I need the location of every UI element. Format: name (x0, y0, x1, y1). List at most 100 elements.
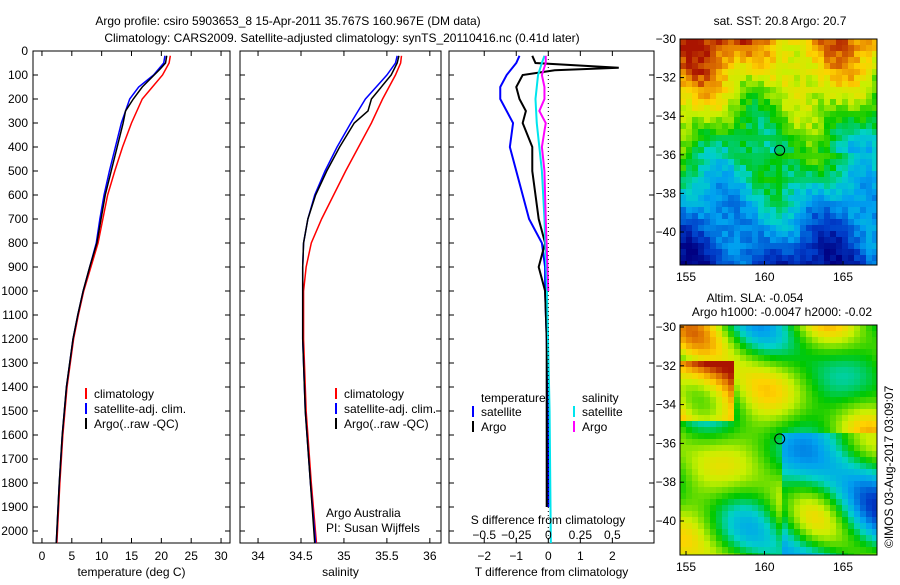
map-cell (854, 553, 860, 555)
map-cell (680, 529, 686, 535)
map-cell (770, 415, 776, 421)
map-cell (866, 75, 872, 81)
map-cell (794, 397, 800, 403)
map-cell (680, 93, 686, 99)
map-cell (872, 541, 877, 547)
map-cell (728, 541, 734, 547)
map-cell (830, 505, 836, 511)
map-cell (806, 331, 812, 337)
map-cell (830, 237, 836, 243)
map-cell (722, 409, 728, 415)
map-cell (848, 39, 854, 45)
map-cell (734, 105, 740, 111)
map-cell (698, 243, 704, 249)
map-cell (854, 135, 860, 141)
map-cell (764, 87, 770, 93)
map-cell (698, 117, 704, 123)
map-cell (758, 207, 764, 213)
map-cell (752, 183, 758, 189)
map-cell (770, 343, 776, 349)
map-cell (836, 147, 842, 153)
map-cell (764, 553, 770, 555)
map-cell (770, 535, 776, 541)
map-cell (836, 45, 842, 51)
map-cell (806, 409, 812, 415)
map-cell (758, 111, 764, 117)
map-cell (740, 439, 746, 445)
map-cell (692, 159, 698, 165)
map-cell (860, 535, 866, 541)
map-cell (716, 147, 722, 153)
map-cell (806, 475, 812, 481)
map-cell (782, 517, 788, 523)
map-cell (698, 391, 704, 397)
map-cell (848, 57, 854, 63)
map-cell (758, 201, 764, 207)
map-cell (746, 469, 752, 475)
map-cell (836, 153, 842, 159)
map-cell (788, 445, 794, 451)
map-cell (776, 51, 782, 57)
map-cell (758, 475, 764, 481)
map-cell (824, 439, 830, 445)
map-x-tick-label: 160 (754, 560, 774, 574)
map-cell (752, 367, 758, 373)
map-cell (746, 397, 752, 403)
map-cell (704, 493, 710, 499)
map-cell (770, 105, 776, 111)
map-cell (758, 337, 764, 343)
map-cell (806, 87, 812, 93)
map-cell (836, 69, 842, 75)
map-cell (770, 261, 776, 265)
map-cell (770, 93, 776, 99)
map-cell (794, 403, 800, 409)
map-cell (788, 249, 794, 255)
map-cell (758, 367, 764, 373)
map-cell (764, 231, 770, 237)
map-cell (758, 219, 764, 225)
map-cell (872, 123, 877, 129)
map-cell (854, 439, 860, 445)
map-cell (740, 385, 746, 391)
map-cell (680, 499, 686, 505)
map-cell (740, 367, 746, 373)
map-cell (704, 201, 710, 207)
map-cell (758, 57, 764, 63)
map-cell (830, 105, 836, 111)
map-cell (692, 207, 698, 213)
map-cell (740, 99, 746, 105)
map-cell (836, 243, 842, 249)
map-cell (836, 397, 842, 403)
map-cell (812, 475, 818, 481)
map-cell (770, 249, 776, 255)
map-cell (794, 153, 800, 159)
map-cell (842, 385, 848, 391)
map-cell (872, 409, 877, 415)
map-cell (764, 75, 770, 81)
map-cell (776, 343, 782, 349)
map-cell (770, 237, 776, 243)
map-cell (722, 505, 728, 511)
map-cell (854, 403, 860, 409)
map-cell (854, 427, 860, 433)
map-cell (752, 445, 758, 451)
map-cell (698, 361, 704, 367)
map-cell (680, 439, 686, 445)
map-cell (836, 261, 842, 265)
map-cell (764, 391, 770, 397)
map-cell (848, 427, 854, 433)
map-cell (740, 391, 746, 397)
map-cell (794, 225, 800, 231)
map-cell (782, 391, 788, 397)
map-cell (764, 421, 770, 427)
map-cell (782, 189, 788, 195)
map-cell (680, 361, 686, 367)
map-cell (794, 505, 800, 511)
legend-entry: Argo (481, 420, 507, 434)
map-cell (758, 261, 764, 265)
map-cell (692, 487, 698, 493)
map-cell (842, 511, 848, 517)
map-cell (740, 427, 746, 433)
legend-entry: Argo(..raw -QC) (344, 417, 429, 431)
map-cell (830, 409, 836, 415)
